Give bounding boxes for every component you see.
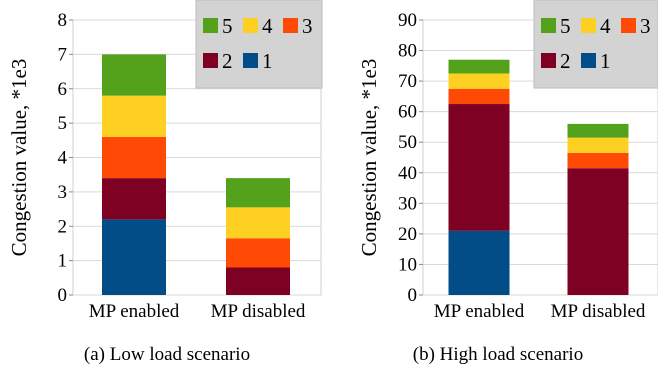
bar-segment-2 bbox=[226, 267, 290, 295]
bar-segment-3 bbox=[448, 88, 510, 105]
y-tick-label: 5 bbox=[58, 113, 68, 134]
legend-label-1: 1 bbox=[262, 49, 273, 73]
chart-caption: (a) Low load scenario bbox=[84, 344, 250, 365]
y-tick-label: 80 bbox=[398, 41, 417, 62]
y-tick-label: 70 bbox=[398, 71, 417, 92]
legend-swatch-2 bbox=[203, 53, 218, 68]
y-tick-label: 3 bbox=[58, 182, 68, 203]
legend-swatch-3 bbox=[283, 18, 298, 33]
bar-segment-3 bbox=[567, 152, 629, 169]
bar-segment-2 bbox=[102, 178, 166, 220]
y-tick-label: 50 bbox=[398, 132, 417, 153]
y-tick-label: 4 bbox=[58, 148, 68, 169]
legend-swatch-5 bbox=[541, 18, 556, 33]
y-axis-label: Congestion value, *1e3 bbox=[7, 59, 31, 257]
y-tick-label: 60 bbox=[398, 102, 417, 123]
y-tick-label: 6 bbox=[58, 79, 68, 100]
bar-segment-5 bbox=[102, 54, 166, 96]
bar-segment-5 bbox=[448, 59, 510, 74]
bar-segment-5 bbox=[567, 123, 629, 138]
bar-segment-5 bbox=[226, 178, 290, 208]
bar-segment-4 bbox=[102, 95, 166, 137]
y-tick-label: 90 bbox=[398, 10, 417, 31]
legend-swatch-1 bbox=[243, 53, 258, 68]
legend: 5 4 3 2 1 bbox=[195, 0, 323, 89]
y-tick-label: 8 bbox=[58, 10, 68, 31]
bar-segment-2 bbox=[448, 104, 510, 231]
x-category-label: MP enabled bbox=[434, 301, 525, 322]
bar-segment-1 bbox=[448, 230, 510, 295]
legend-label-3: 3 bbox=[302, 14, 313, 38]
y-tick-label: 40 bbox=[398, 163, 417, 184]
legend-label-5: 5 bbox=[560, 14, 571, 38]
y-tick-label: 0 bbox=[408, 285, 418, 306]
legend-swatch-4 bbox=[581, 18, 596, 33]
bar-segment-3 bbox=[226, 238, 290, 268]
legend-label-5: 5 bbox=[222, 14, 233, 38]
y-tick-label: 1 bbox=[58, 251, 68, 272]
legend-label-3: 3 bbox=[640, 14, 651, 38]
legend-swatch-2 bbox=[541, 53, 556, 68]
y-tick-label: 30 bbox=[398, 193, 417, 214]
y-tick-label: 2 bbox=[58, 216, 68, 237]
legend-label-2: 2 bbox=[222, 49, 233, 73]
chart-panel-0: 0 1 2 3 4 5 6 7 8 Congestion value, *1e3 MP enable… bbox=[7, 0, 323, 365]
y-tick-label: 0 bbox=[58, 285, 68, 306]
x-category-label: MP disabled bbox=[551, 301, 646, 322]
chart-caption: (b) High load scenario bbox=[413, 344, 583, 365]
chart-panel-1: 0 10 20 30 40 50 60 70 80 90 Congestion value, *1e… bbox=[357, 0, 658, 365]
legend-box bbox=[533, 0, 658, 89]
legend-swatch-3 bbox=[621, 18, 636, 33]
legend: 5 4 3 2 1 bbox=[533, 0, 658, 89]
legend-swatch-4 bbox=[243, 18, 258, 33]
legend-label-4: 4 bbox=[600, 14, 611, 38]
legend-swatch-1 bbox=[581, 53, 596, 68]
legend-label-1: 1 bbox=[600, 49, 611, 73]
bar-segment-4 bbox=[448, 73, 510, 89]
legend-swatch-5 bbox=[203, 18, 218, 33]
bar-segment-2 bbox=[567, 168, 629, 295]
y-tick-label: 10 bbox=[398, 254, 417, 275]
legend-box bbox=[195, 0, 323, 89]
bar-segment-1 bbox=[102, 219, 166, 295]
y-tick-label: 20 bbox=[398, 224, 417, 245]
x-category-label: MP disabled bbox=[211, 301, 306, 322]
bar-segment-4 bbox=[226, 207, 290, 239]
y-tick-label: 7 bbox=[58, 44, 68, 65]
bar-segment-4 bbox=[567, 137, 629, 153]
legend-label-4: 4 bbox=[262, 14, 273, 38]
bar-segment-3 bbox=[102, 136, 166, 179]
y-axis-label: Congestion value, *1e3 bbox=[357, 59, 381, 257]
legend-label-2: 2 bbox=[560, 49, 571, 73]
x-category-label: MP enabled bbox=[89, 301, 180, 322]
